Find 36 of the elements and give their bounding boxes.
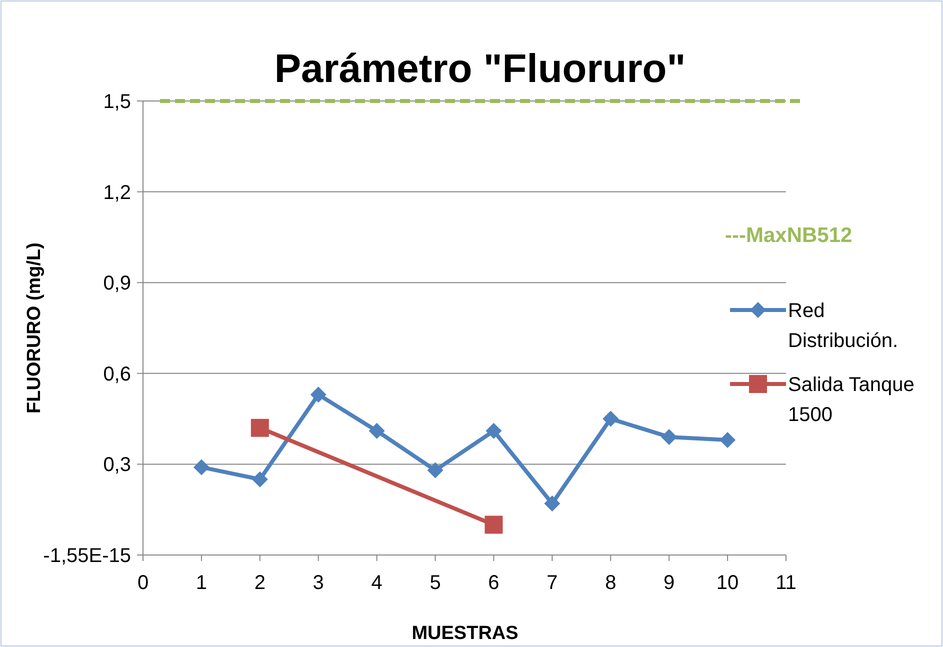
point bbox=[368, 422, 385, 439]
x-tick-label: 6 bbox=[488, 572, 500, 594]
chart-title: Parámetro "Fluoruro" bbox=[274, 47, 686, 91]
x-tick-label: 10 bbox=[716, 572, 739, 594]
y-tick-label: -1,55E-15 bbox=[43, 545, 131, 567]
y-tick-label: 0,6 bbox=[103, 363, 131, 386]
y-tick-label: 0,3 bbox=[103, 454, 131, 476]
point bbox=[661, 428, 678, 445]
x-tick-label: 3 bbox=[312, 572, 324, 594]
x-tick-label: 9 bbox=[664, 572, 675, 594]
x-tick-label: 0 bbox=[137, 572, 149, 594]
x-tick-label: 7 bbox=[546, 572, 558, 594]
x-tick-label: 11 bbox=[776, 572, 796, 594]
point bbox=[720, 432, 736, 448]
y-tick-label: 1,2 bbox=[103, 182, 131, 204]
x-axis-title: MUESTRAS bbox=[412, 623, 518, 644]
x-tick-label: 8 bbox=[605, 572, 616, 594]
point bbox=[602, 410, 619, 427]
legend-label: Red Distribución. bbox=[788, 300, 898, 352]
y-tick-label: 0,9 bbox=[103, 272, 131, 295]
point bbox=[427, 462, 444, 478]
x-tick-label: 5 bbox=[430, 572, 441, 594]
ref-line-label: ---MaxNB512 bbox=[725, 224, 852, 247]
point bbox=[544, 496, 560, 512]
x-tick-label: 2 bbox=[254, 572, 266, 594]
legend-label: Salida Tanque 1500 bbox=[788, 374, 914, 426]
y-tick-label: 1,5 bbox=[103, 91, 131, 113]
point bbox=[252, 471, 268, 488]
x-tick-label: 4 bbox=[371, 572, 382, 594]
point bbox=[484, 516, 503, 534]
point bbox=[486, 422, 502, 439]
point bbox=[193, 459, 210, 476]
point bbox=[250, 418, 269, 437]
point bbox=[310, 386, 326, 403]
y-axis-title: FLUORURO (mg/L) bbox=[24, 242, 45, 414]
x-tick-label: 1 bbox=[196, 572, 208, 594]
